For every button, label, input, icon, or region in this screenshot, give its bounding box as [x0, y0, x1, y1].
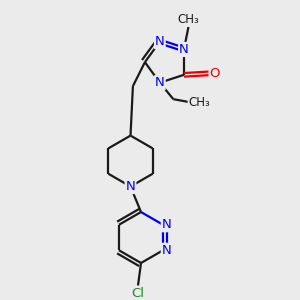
Text: CH₃: CH₃ — [188, 96, 210, 109]
Text: N: N — [179, 43, 189, 56]
Text: N: N — [155, 76, 165, 89]
Text: N: N — [155, 35, 165, 48]
Text: O: O — [210, 67, 220, 80]
Text: N: N — [162, 244, 172, 257]
Text: N: N — [126, 180, 135, 193]
Text: N: N — [162, 218, 172, 231]
Text: Cl: Cl — [131, 287, 145, 300]
Text: CH₃: CH₃ — [178, 13, 199, 26]
